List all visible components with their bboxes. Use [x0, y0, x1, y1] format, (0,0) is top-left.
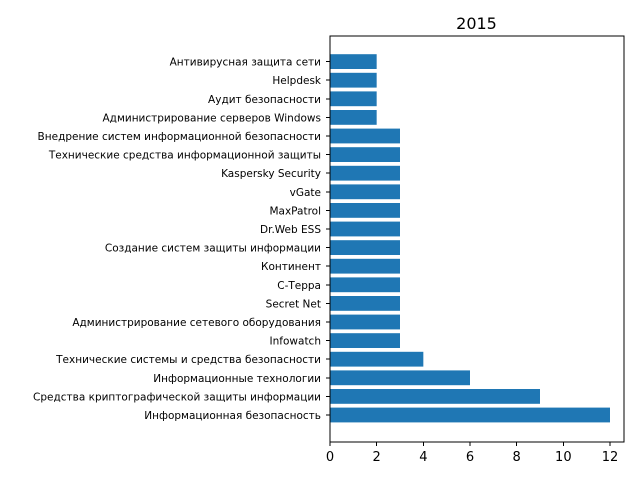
- bar: [330, 240, 400, 255]
- category-label: vGate: [290, 187, 321, 199]
- x-tick-label: 4: [419, 450, 427, 465]
- category-labels: Информационная безопасность Средства крип…: [33, 57, 330, 422]
- bar: [330, 258, 400, 274]
- bars-group: [330, 54, 610, 423]
- bar: [330, 351, 424, 367]
- bar: [330, 110, 377, 125]
- bar: [330, 314, 400, 330]
- bar: [330, 128, 400, 144]
- bar: [330, 165, 400, 181]
- bar: [330, 221, 400, 237]
- category-label: Kaspersky Security: [221, 168, 321, 180]
- category-label: Helpdesk: [272, 75, 322, 87]
- category-label: Информационная безопасность: [144, 410, 321, 422]
- category-label: Администрирование сетевого оборудования: [72, 317, 321, 329]
- category-label: Информационные технологии: [153, 373, 321, 385]
- category-label: Континент: [261, 261, 321, 273]
- category-label: Dr.Web ESS: [260, 224, 321, 236]
- category-label: Администрирование серверов Windows: [103, 112, 322, 124]
- plot-area-border: [329, 35, 625, 443]
- category-label: Аудит безопасности: [208, 94, 321, 106]
- x-tick-label: 10: [555, 450, 572, 465]
- category-label: Антивирусная защита сети: [170, 57, 321, 69]
- bar: [330, 91, 377, 107]
- axes-frame: [329, 35, 625, 443]
- category-label: Infowatch: [270, 336, 321, 348]
- x-tick-label: 6: [466, 450, 474, 465]
- category-label: Технические системы и средства безопасно…: [55, 354, 321, 366]
- bar: [330, 184, 400, 200]
- bar: [330, 333, 400, 348]
- chart-title: 2015: [456, 14, 497, 33]
- x-axis: 0 2 4 6 8 10 12: [326, 442, 618, 465]
- bar: [330, 407, 610, 423]
- bar: [330, 389, 540, 404]
- bar: [330, 370, 470, 386]
- category-label: Средства криптографической защиты информ…: [33, 391, 321, 403]
- category-label: MaxPatrol: [269, 205, 321, 217]
- x-tick-label: 0: [326, 450, 334, 465]
- category-label: С-Терра: [277, 280, 321, 292]
- category-label: Технические средства информационной защи…: [48, 150, 321, 162]
- x-tick-label: 8: [513, 450, 521, 465]
- x-tick-label: 12: [602, 450, 619, 465]
- x-tick-label: 2: [373, 450, 381, 465]
- bar: [330, 147, 400, 162]
- bar: [330, 203, 400, 218]
- category-label: Создание систем защиты информации: [105, 243, 321, 255]
- category-label: Secret Net: [266, 298, 321, 310]
- category-label: Внедрение систем информационной безопасн…: [38, 131, 321, 143]
- bar: [330, 72, 377, 88]
- bar: [330, 54, 377, 69]
- bar: [330, 296, 400, 311]
- bar: [330, 277, 400, 293]
